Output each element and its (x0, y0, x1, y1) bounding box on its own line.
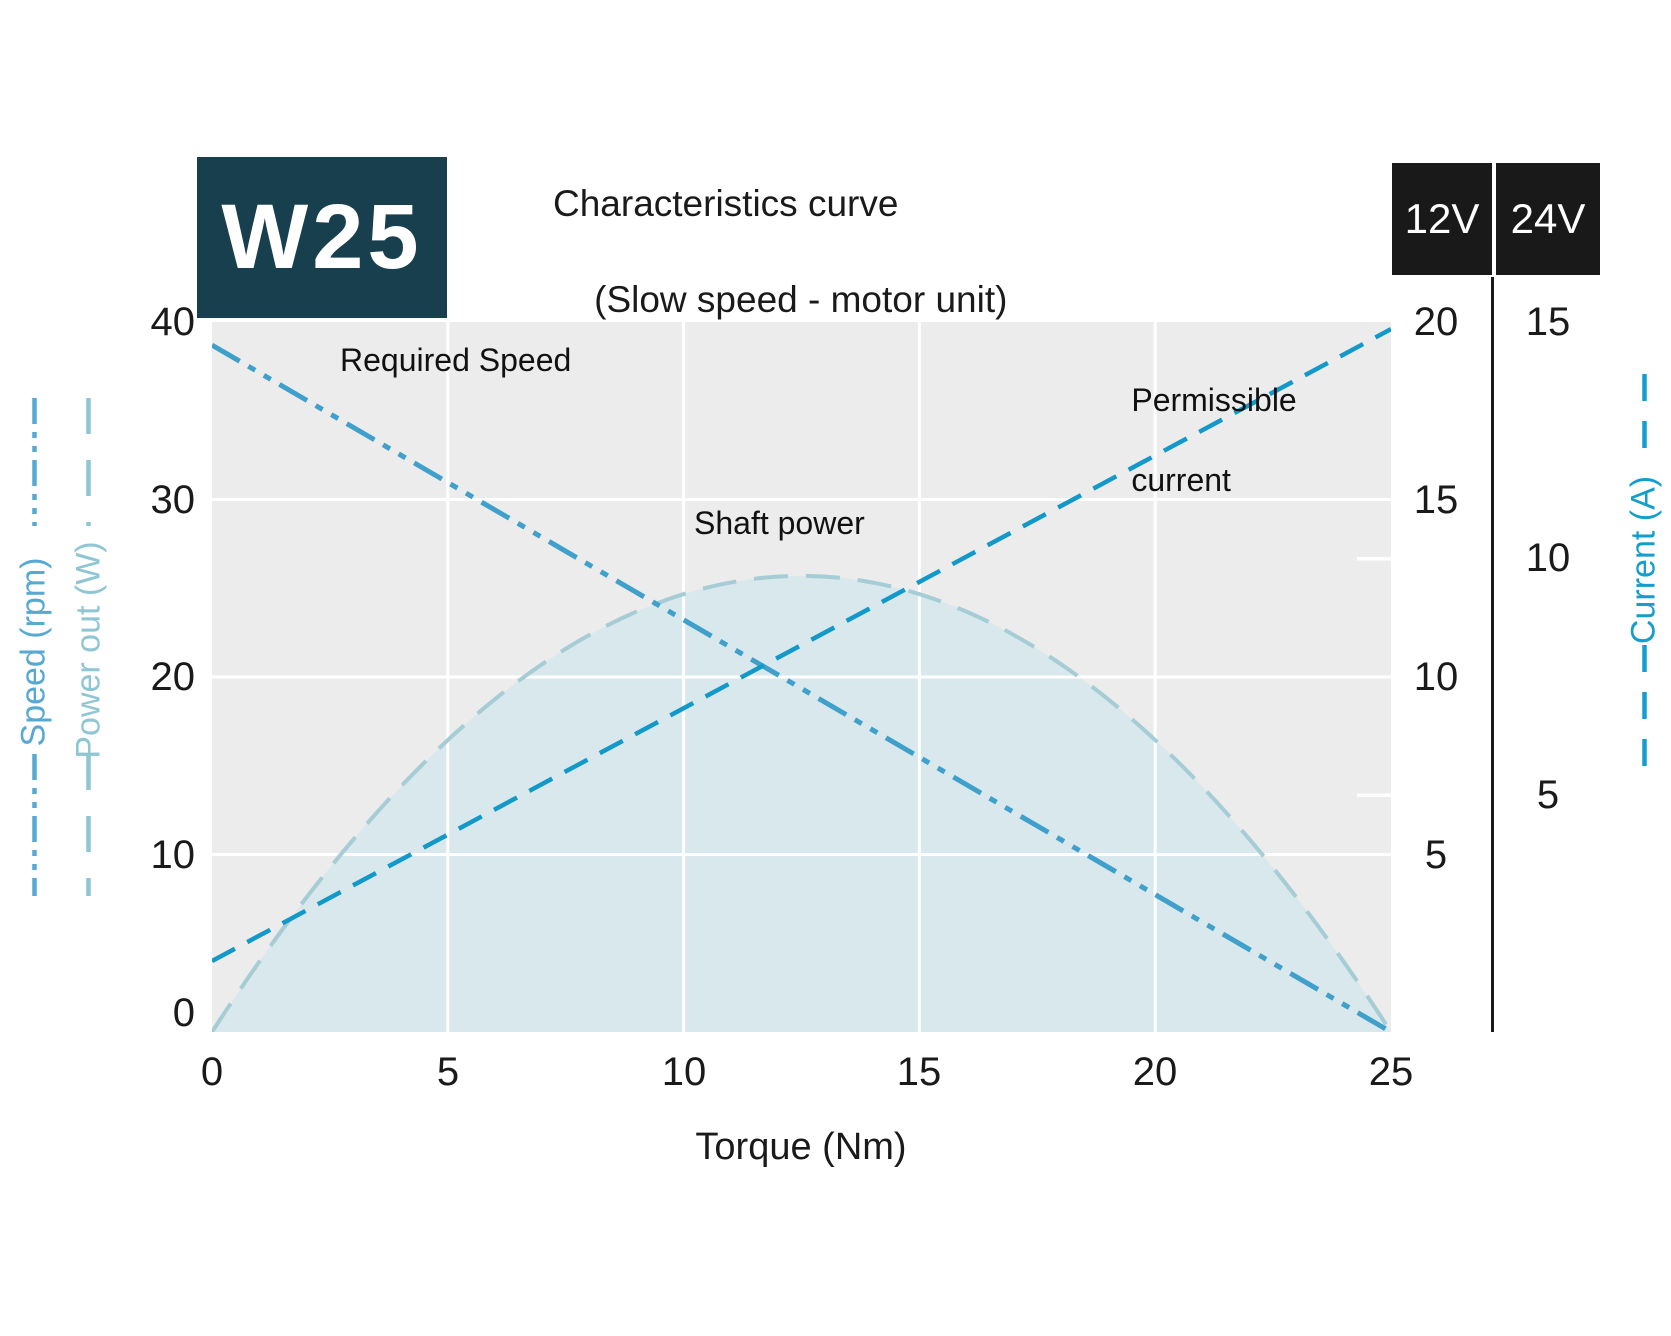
current-12v-tick-5: 5 (1424, 833, 1448, 877)
annotation-permissible-current: Permissible current (1078, 340, 1297, 540)
chart-title-line1: Characteristics curve (553, 183, 899, 224)
model-badge: W25 (197, 157, 447, 318)
speed-legend-line-bottom (32, 754, 37, 896)
y-tick-0: 0 (172, 991, 195, 1035)
voltage-header-12v: 12V (1392, 163, 1492, 275)
current-24v-tick-10: 10 (1525, 536, 1571, 580)
voltage-header-12v-label: 12V (1404, 195, 1480, 242)
annotation-required-speed: Required Speed (340, 342, 572, 378)
x-tick-15: 15 (896, 1050, 942, 1094)
y-tick-20: 20 (150, 655, 196, 699)
x-tick-20: 20 (1132, 1050, 1178, 1094)
chart-title: Characteristics curve (Slow speed - moto… (553, 180, 1007, 372)
current-24v-tick-5: 5 (1536, 773, 1560, 817)
voltage-header-24v-label: 24V (1510, 195, 1586, 242)
x-tick-25: 25 (1368, 1050, 1414, 1094)
annotation-permissible-line2: current (1131, 462, 1231, 498)
current-legend-line-bottom (1642, 645, 1647, 770)
current-12v-tick-15: 15 (1413, 478, 1459, 522)
power-legend-line-bottom (86, 754, 91, 896)
power-legend-line-top (86, 398, 91, 526)
left-axis-title-speed: Speed (rpm) (14, 557, 53, 747)
shaft-power-area (212, 575, 1391, 1032)
x-axis-title: Torque (Nm) (695, 1126, 907, 1168)
voltage-header-24v: 24V (1496, 163, 1600, 275)
y-tick-30: 30 (150, 478, 196, 522)
required-speed-line (212, 342, 1391, 1032)
plot-area: Required Speed Permissible current Shaft… (212, 322, 1391, 1032)
left-axis-title-power: Power out (W) (69, 541, 108, 759)
right-axis-title-current: Current (A) (1624, 475, 1663, 645)
current-12v-tick-20: 20 (1413, 300, 1459, 344)
annotation-permissible-line1: Permissible (1131, 382, 1297, 418)
model-badge-label: W25 (221, 186, 423, 288)
y-tick-10: 10 (150, 833, 196, 877)
shaft-power-border (212, 574, 1391, 1032)
current-24v-tick-15: 15 (1525, 300, 1571, 344)
speed-legend-line-top (32, 398, 37, 526)
plot-svg (212, 322, 1391, 1032)
x-tick-0: 0 (200, 1050, 224, 1094)
annotation-shaft-power: Shaft power (694, 505, 865, 541)
voltage-columns-divider (1491, 277, 1494, 1032)
current-12v-tick-10: 10 (1413, 655, 1459, 699)
x-tick-5: 5 (436, 1050, 460, 1094)
current-legend-line-top (1642, 374, 1647, 462)
permissible-current-line (212, 327, 1391, 963)
chart-title-line2: (Slow speed - motor unit) (594, 279, 1008, 320)
x-tick-10: 10 (661, 1050, 707, 1094)
y-tick-40: 40 (150, 300, 196, 344)
